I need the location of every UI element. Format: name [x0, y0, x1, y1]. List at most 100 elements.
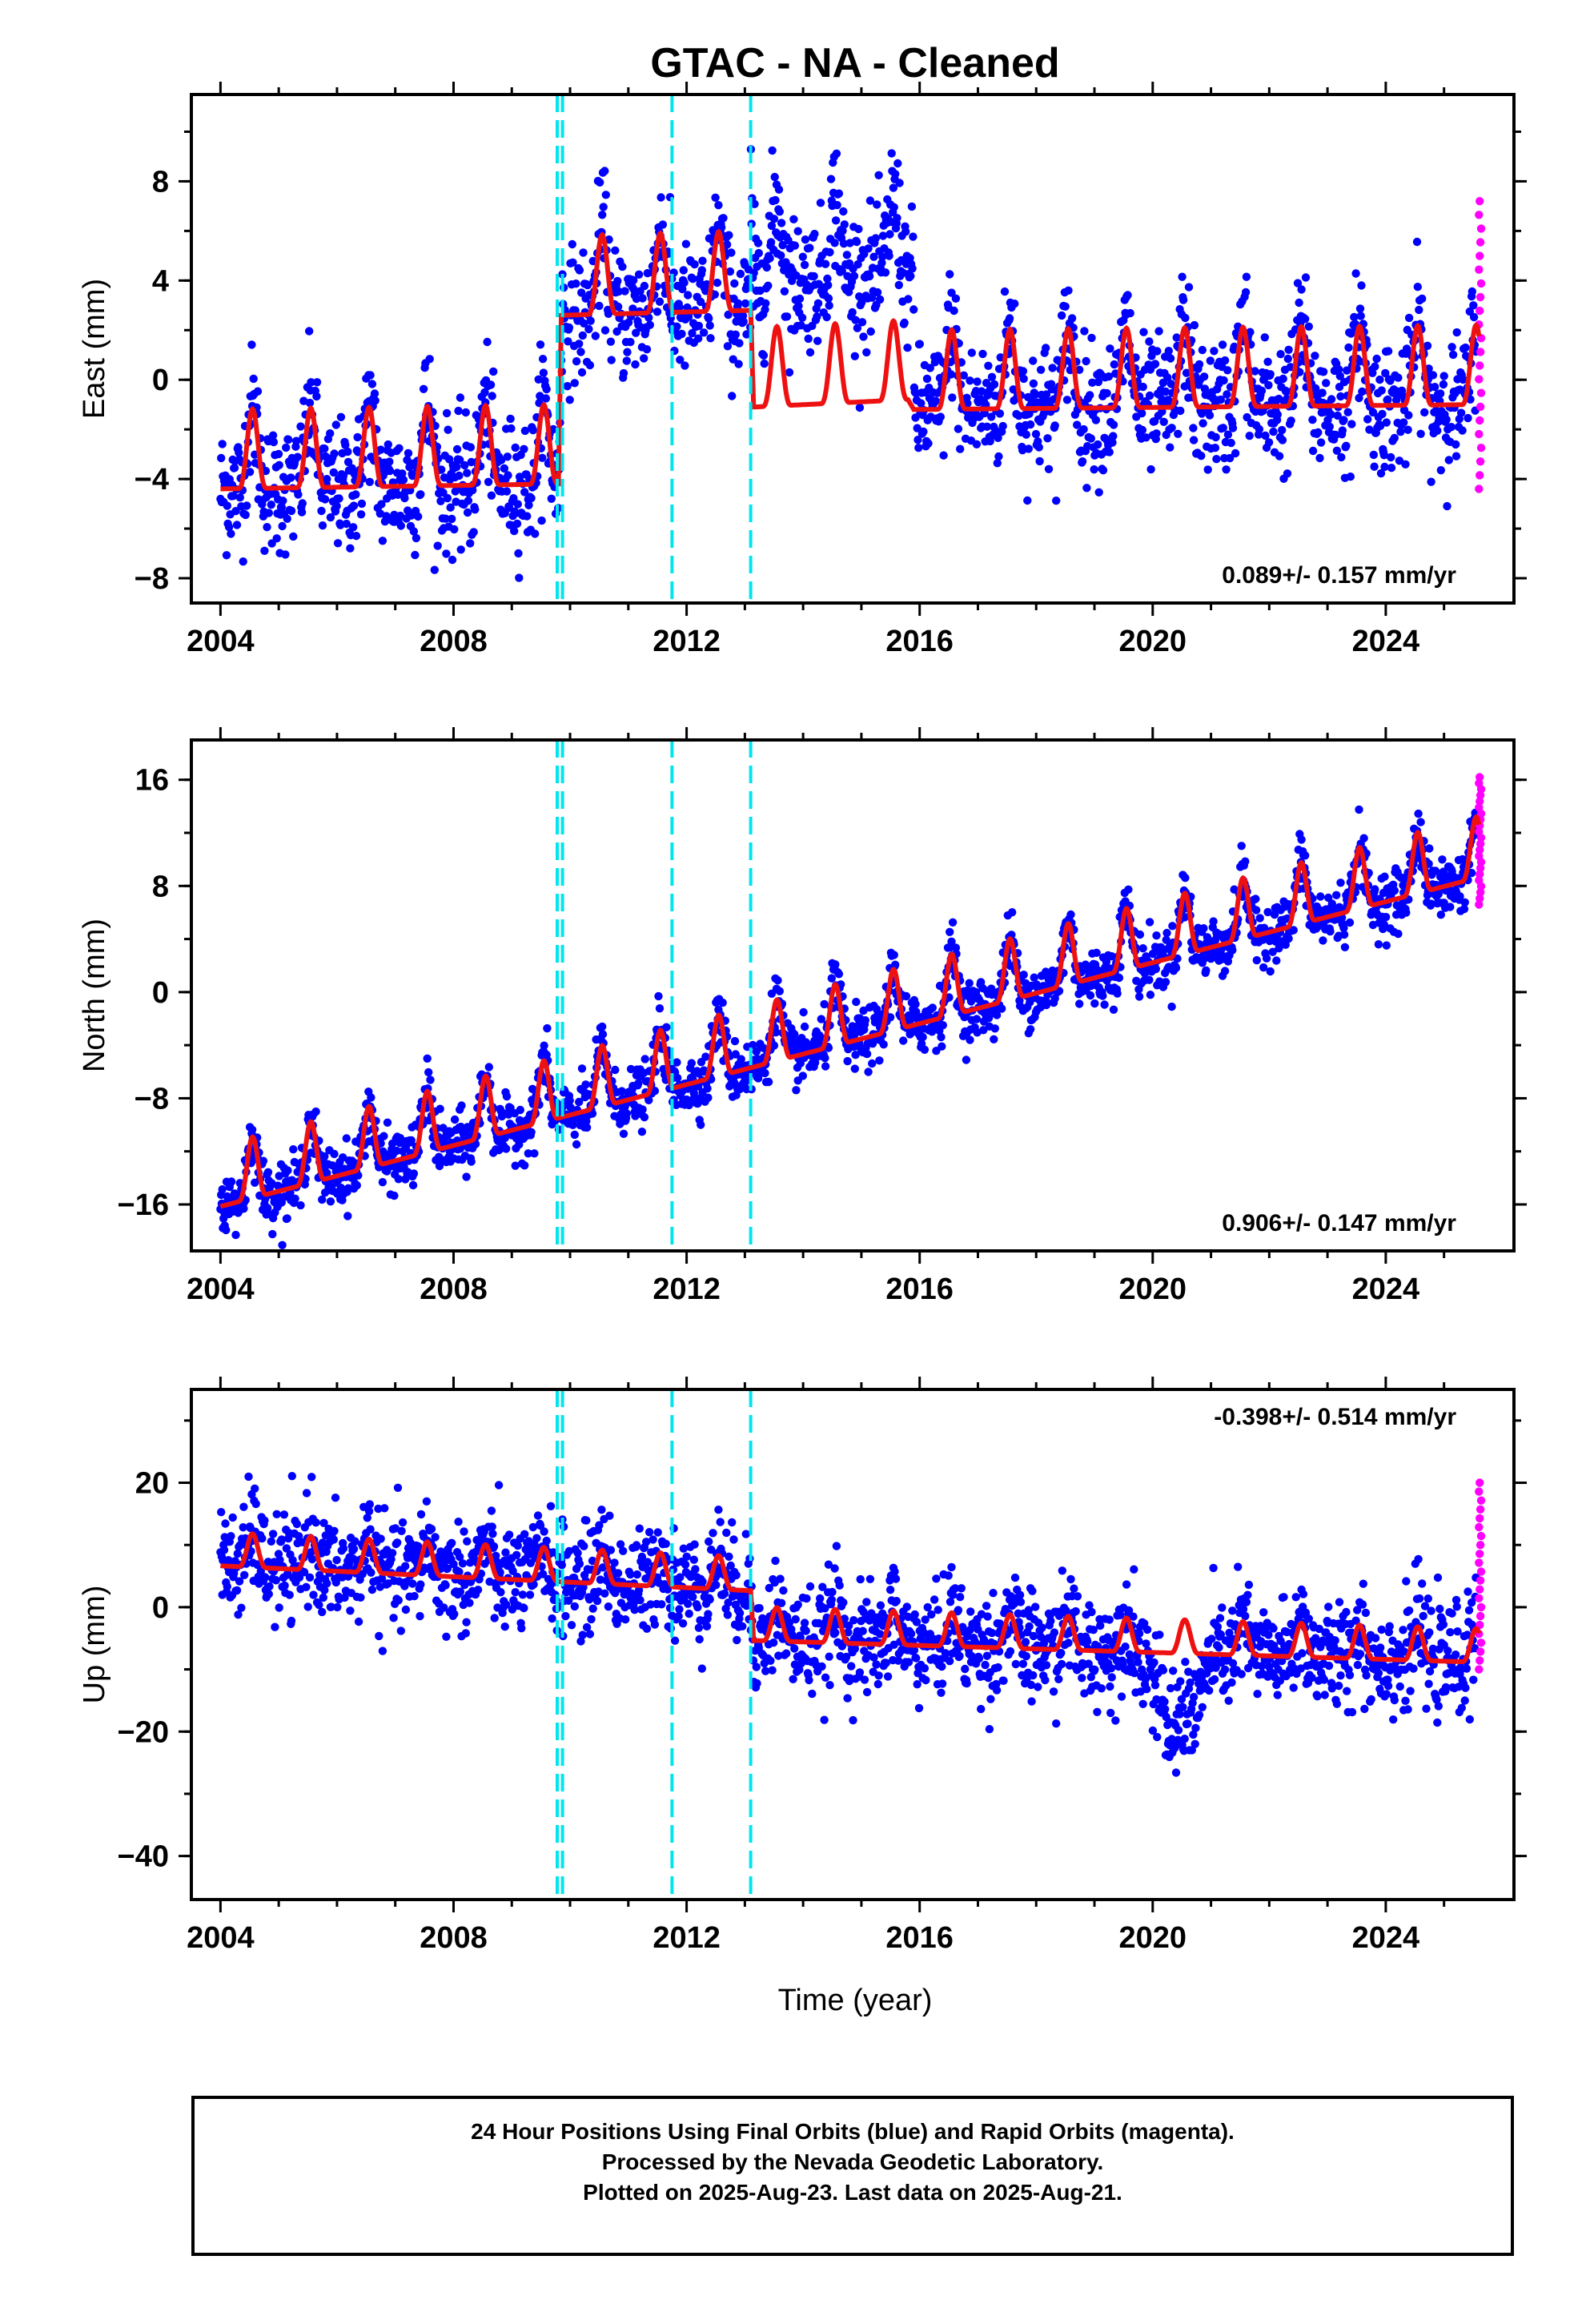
final-point: [1387, 452, 1395, 462]
final-point: [869, 252, 878, 261]
final-point: [597, 1506, 606, 1514]
final-point: [947, 937, 956, 947]
north-model-line: [219, 814, 1482, 1209]
final-point: [982, 422, 992, 431]
final-point: [1062, 396, 1072, 404]
final-point: [619, 1129, 628, 1139]
final-point: [1171, 963, 1181, 972]
final-point: [642, 1624, 652, 1634]
final-point: [966, 1035, 974, 1044]
final-point: [320, 444, 329, 453]
final-point: [1394, 373, 1403, 382]
final-point: [1272, 956, 1281, 965]
final-point: [303, 1602, 312, 1611]
final-point: [733, 299, 743, 308]
final-point: [650, 1620, 660, 1629]
final-point: [502, 1092, 512, 1101]
final-point: [312, 378, 322, 387]
y-tick-label: 8: [152, 165, 169, 199]
final-point: [366, 371, 375, 380]
final-point: [392, 1146, 401, 1156]
final-point: [607, 356, 616, 364]
final-point: [823, 274, 832, 283]
final-point: [694, 321, 704, 331]
up-final-points: [216, 1472, 1480, 1777]
final-point: [598, 1022, 607, 1031]
final-point: [1138, 382, 1147, 392]
final-point: [689, 1088, 698, 1098]
rapid-point: [1476, 471, 1484, 480]
x-tick-label: 2016: [885, 1273, 954, 1306]
final-point: [1460, 904, 1469, 914]
final-point: [1147, 352, 1156, 360]
final-point: [687, 1059, 696, 1068]
final-point: [396, 521, 405, 530]
final-point: [1126, 308, 1134, 318]
final-point: [762, 263, 771, 272]
final-point: [245, 468, 255, 476]
east-frame: [190, 93, 1516, 605]
final-point: [885, 251, 893, 260]
final-point: [233, 1549, 242, 1558]
final-point: [333, 539, 343, 548]
final-point: [946, 370, 956, 379]
final-point: [676, 356, 685, 364]
final-point: [689, 275, 697, 283]
final-point: [1344, 343, 1353, 352]
final-point: [875, 1056, 884, 1065]
north-rate-label: 0.906+/- 0.147 mm/yr: [1222, 1210, 1456, 1236]
final-point: [1452, 440, 1460, 449]
final-point: [230, 464, 239, 472]
final-point: [1154, 327, 1163, 336]
final-point: [977, 387, 986, 396]
final-point: [403, 456, 412, 464]
final-point: [1098, 466, 1108, 475]
final-point: [638, 1105, 647, 1114]
final-point: [1094, 377, 1103, 387]
final-point: [1162, 928, 1171, 938]
final-point: [938, 1042, 946, 1051]
final-point: [839, 207, 848, 216]
final-point: [1199, 924, 1208, 933]
final-point: [488, 1530, 497, 1538]
final-point: [778, 240, 787, 250]
final-point: [452, 444, 462, 454]
final-point: [620, 287, 629, 296]
final-point: [1380, 462, 1389, 472]
final-point: [705, 1537, 713, 1546]
final-point: [591, 332, 600, 340]
final-point: [772, 1027, 781, 1037]
final-point: [582, 1516, 591, 1525]
east-rapid-points: [1475, 197, 1486, 493]
final-point: [563, 382, 572, 391]
rapid-point: [1476, 306, 1484, 316]
final-point: [1345, 918, 1355, 927]
final-point: [1459, 375, 1468, 384]
final-point: [461, 1629, 470, 1638]
final-point: [309, 1590, 318, 1599]
final-point: [363, 1514, 371, 1522]
final-point: [601, 191, 610, 199]
final-point: [511, 443, 520, 452]
final-point: [457, 1101, 466, 1110]
final-point: [327, 1602, 335, 1611]
final-point: [512, 519, 522, 529]
final-point: [655, 1004, 665, 1013]
final-point: [433, 541, 442, 550]
x-tick-label: 2016: [885, 625, 954, 658]
final-point: [281, 550, 290, 559]
final-point: [232, 1586, 242, 1595]
final-point: [864, 1068, 873, 1076]
final-point: [1331, 430, 1340, 440]
final-point: [251, 1499, 260, 1509]
final-point: [528, 1084, 537, 1094]
final-point: [1295, 368, 1304, 376]
final-point: [282, 443, 291, 452]
final-point: [681, 239, 691, 248]
final-point: [848, 308, 857, 317]
final-point: [509, 494, 518, 503]
final-point: [425, 355, 434, 364]
final-point: [296, 422, 305, 431]
final-point: [527, 1128, 536, 1137]
